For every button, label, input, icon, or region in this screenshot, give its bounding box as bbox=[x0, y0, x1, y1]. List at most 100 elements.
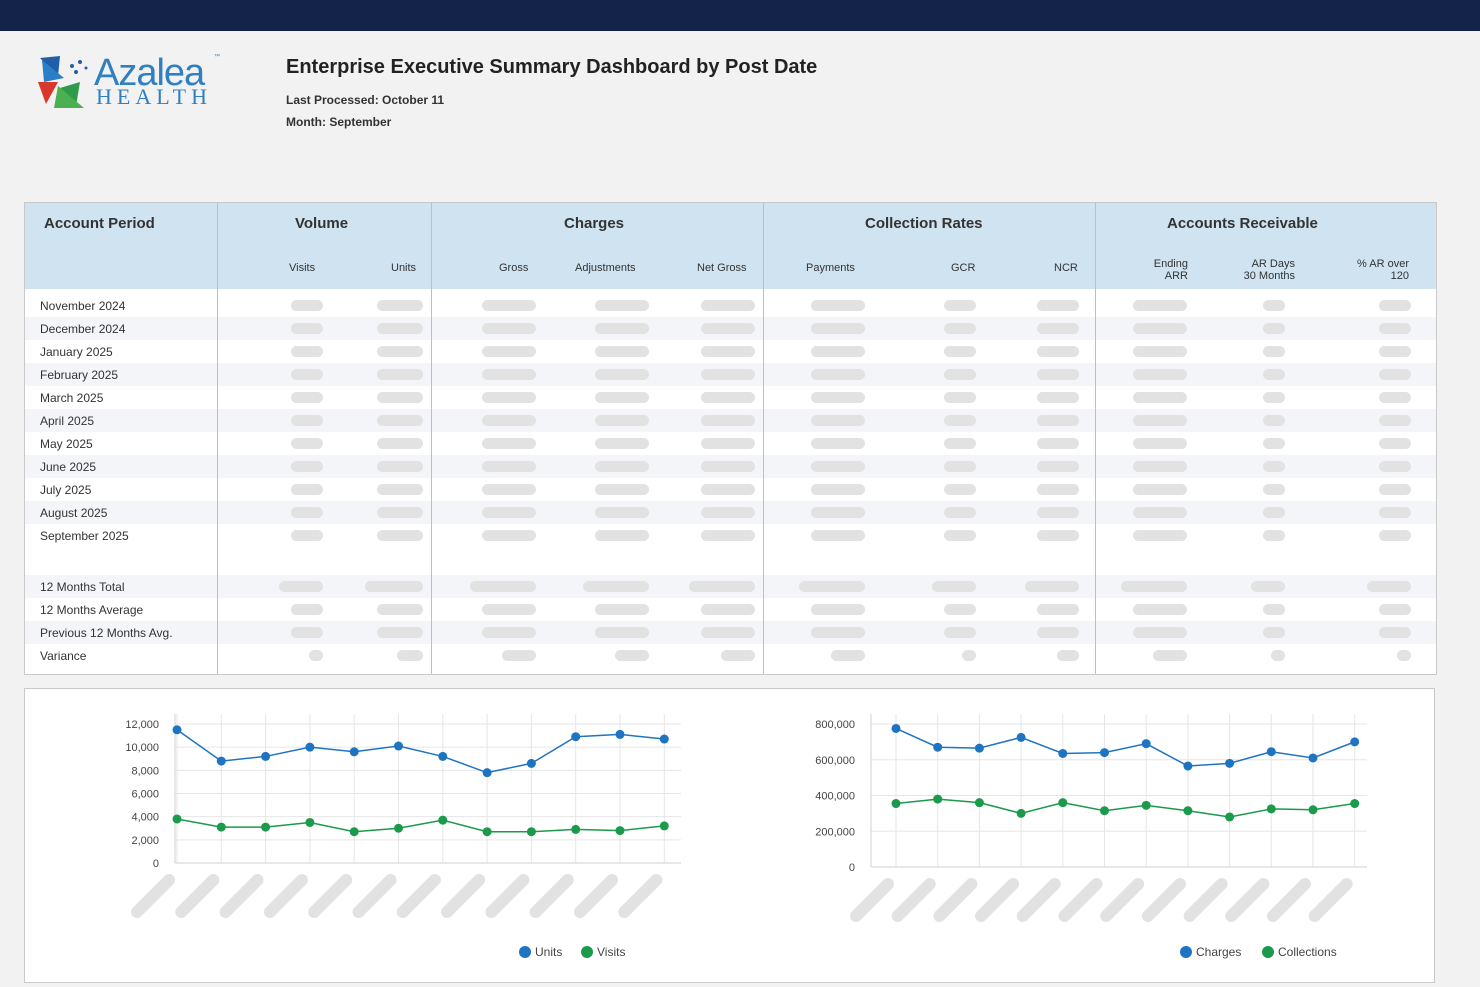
col-visits: Visits bbox=[289, 262, 316, 274]
redacted-cell bbox=[701, 300, 755, 311]
redacted-cell bbox=[944, 438, 976, 449]
redacted-cell bbox=[377, 392, 423, 403]
redacted-cell bbox=[482, 438, 536, 449]
redacted-cell bbox=[482, 461, 536, 472]
redacted-cell bbox=[1263, 604, 1285, 615]
data-point-charges bbox=[1016, 732, 1026, 742]
redacted-cell bbox=[595, 484, 649, 495]
x-tick-label-redacted bbox=[1267, 878, 1311, 922]
page-title: Enterprise Executive Summary Dashboard b… bbox=[286, 56, 818, 78]
redacted-cell bbox=[291, 461, 323, 472]
redacted-cell bbox=[944, 392, 976, 403]
redacted-cell bbox=[932, 581, 976, 592]
redacted-cell bbox=[482, 507, 536, 518]
x-tick-label-redacted bbox=[396, 874, 441, 918]
redacted-cell bbox=[291, 627, 323, 638]
redacted-cell bbox=[944, 627, 976, 638]
redacted-cell bbox=[701, 323, 755, 334]
row-label: July 2025 bbox=[40, 483, 92, 497]
data-point-charges bbox=[1058, 748, 1068, 758]
logo-trademark: ™ bbox=[214, 54, 220, 60]
last-processed: Last Processed: October 11 bbox=[286, 93, 445, 107]
col-ar-days-line1: AR Days bbox=[1251, 258, 1295, 270]
redacted-cell bbox=[377, 461, 423, 472]
data-point-collections bbox=[974, 798, 984, 808]
redacted-cell bbox=[291, 604, 323, 615]
redacted-cell bbox=[1271, 650, 1285, 661]
y-tick-label: 8,000 bbox=[131, 765, 159, 777]
x-tick-label-redacted bbox=[574, 874, 618, 918]
data-point-charges bbox=[1100, 748, 1109, 758]
row-label: 12 Months Total bbox=[40, 580, 125, 594]
row-label: January 2025 bbox=[40, 345, 113, 359]
redacted-cell bbox=[595, 530, 649, 541]
redacted-cell bbox=[1263, 438, 1285, 449]
header-volume: Volume bbox=[295, 215, 349, 232]
report-month: Month: September bbox=[286, 115, 392, 129]
azalea-health-logo: Azalea ™ HEALTH bbox=[36, 52, 236, 112]
x-tick-label-redacted bbox=[529, 874, 574, 918]
col-payments: Payments bbox=[806, 262, 855, 274]
x-tick-label-redacted bbox=[263, 874, 308, 918]
redacted-cell bbox=[962, 650, 976, 661]
redacted-cell bbox=[701, 461, 755, 472]
redacted-cell bbox=[377, 323, 423, 334]
redacted-cell bbox=[1263, 346, 1285, 357]
row-label: December 2024 bbox=[40, 322, 126, 336]
redacted-cell bbox=[1133, 530, 1187, 541]
redacted-cell bbox=[1263, 484, 1285, 495]
col-ending-ar-line1: Ending bbox=[1153, 258, 1188, 270]
redacted-cell bbox=[291, 530, 323, 541]
redacted-cell bbox=[482, 415, 536, 426]
legend-marker-charges bbox=[1180, 946, 1192, 958]
redacted-cell bbox=[1037, 484, 1079, 495]
redacted-cell bbox=[1037, 415, 1079, 426]
table-row: March 2025 bbox=[25, 386, 1436, 409]
redacted-cell bbox=[1133, 392, 1187, 403]
redacted-cell bbox=[482, 300, 536, 311]
redacted-cell bbox=[1037, 461, 1079, 472]
data-point-visits bbox=[349, 827, 359, 837]
redacted-cell bbox=[1263, 369, 1285, 380]
redacted-cell bbox=[1133, 484, 1187, 495]
x-tick-label-redacted bbox=[131, 874, 175, 918]
x-tick-label-redacted bbox=[308, 874, 353, 918]
redacted-cell bbox=[1379, 392, 1411, 403]
redacted-cell bbox=[1037, 604, 1079, 615]
redacted-cell bbox=[1263, 323, 1285, 334]
redacted-cell bbox=[397, 650, 423, 661]
redacted-cell bbox=[1379, 323, 1411, 334]
data-point-visits bbox=[482, 827, 492, 837]
redacted-cell bbox=[701, 507, 755, 518]
legend-marker-units bbox=[519, 946, 531, 958]
data-point-charges bbox=[1350, 737, 1360, 747]
redacted-cell bbox=[377, 346, 423, 357]
header-charges: Charges bbox=[564, 215, 625, 232]
redacted-cell bbox=[291, 300, 323, 311]
redacted-cell bbox=[701, 438, 755, 449]
redacted-cell bbox=[482, 323, 536, 334]
row-label: September 2025 bbox=[40, 529, 129, 543]
column-divider bbox=[763, 203, 764, 674]
table-row: 12 Months Total bbox=[25, 575, 1436, 598]
header-collection-rates: Collection Rates bbox=[865, 215, 983, 232]
redacted-cell bbox=[944, 530, 976, 541]
table-row: August 2025 bbox=[25, 501, 1436, 524]
redacted-cell bbox=[1037, 627, 1079, 638]
redacted-cell bbox=[1263, 627, 1285, 638]
redacted-cell bbox=[279, 581, 323, 592]
row-label: Variance bbox=[40, 649, 87, 663]
x-tick-label-redacted bbox=[891, 878, 936, 922]
redacted-cell bbox=[595, 415, 649, 426]
redacted-cell bbox=[701, 604, 755, 615]
redacted-cell bbox=[291, 369, 323, 380]
redacted-cell bbox=[1397, 650, 1411, 661]
data-point-visits bbox=[305, 817, 315, 827]
redacted-cell bbox=[811, 438, 865, 449]
redacted-cell bbox=[701, 484, 755, 495]
y-tick-label: 600,000 bbox=[815, 755, 855, 767]
redacted-cell bbox=[944, 484, 976, 495]
redacted-cell bbox=[482, 392, 536, 403]
x-tick-label-redacted bbox=[1183, 878, 1228, 922]
redacted-cell bbox=[811, 604, 865, 615]
